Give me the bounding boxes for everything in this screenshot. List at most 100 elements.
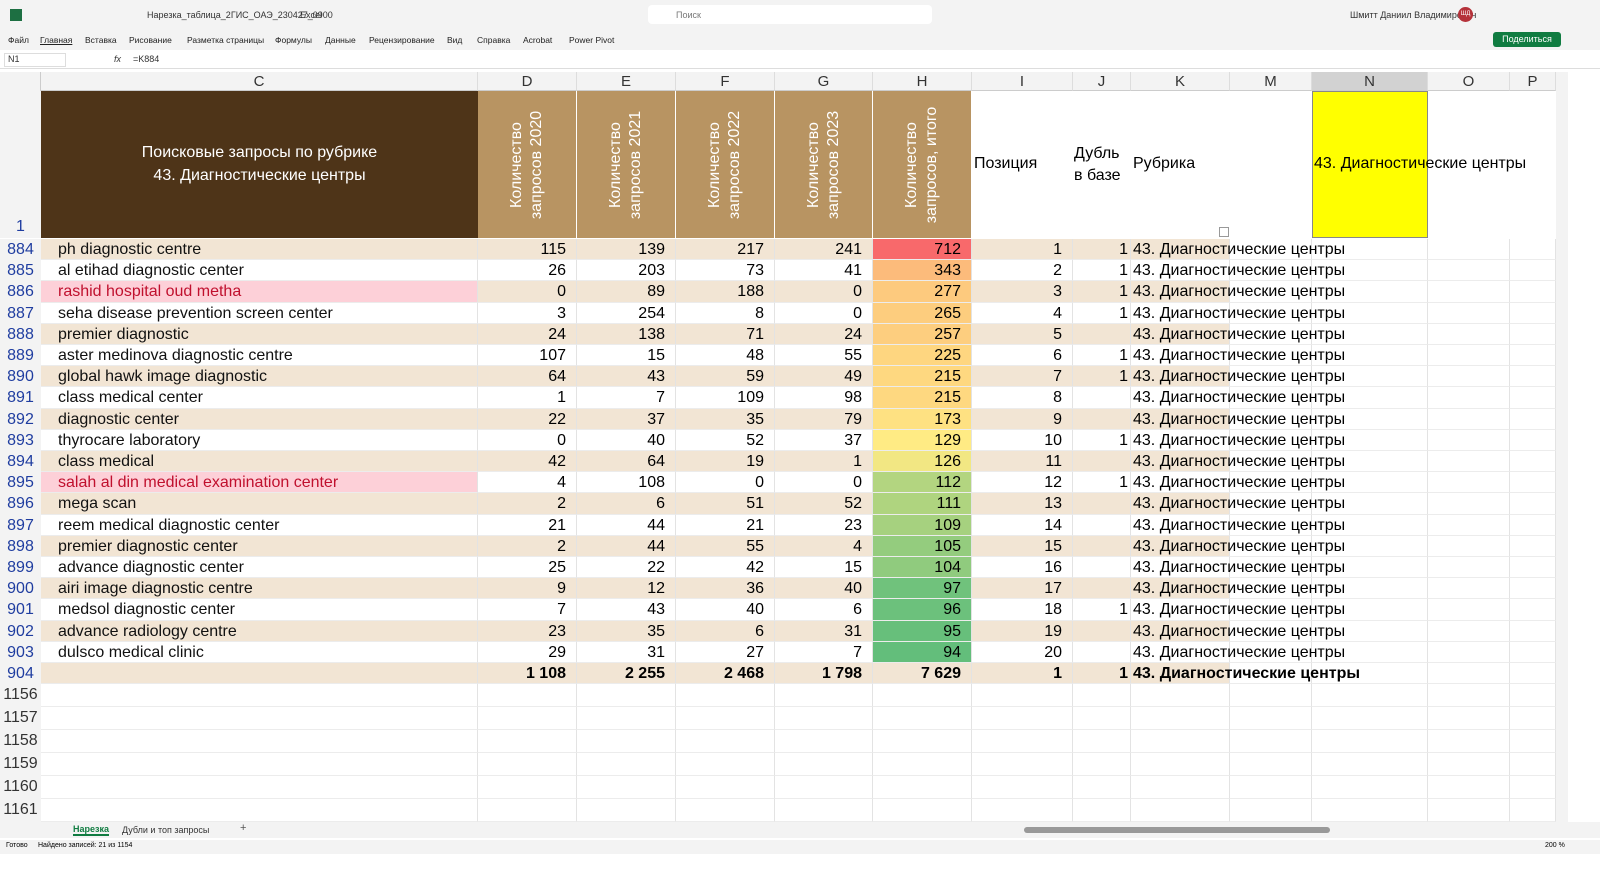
filter-button[interactable] xyxy=(1219,227,1229,237)
empty-cell xyxy=(1428,641,1510,663)
number-cell: 8 xyxy=(972,387,1073,409)
ribbon-tab[interactable]: Разметка страницы xyxy=(187,35,265,45)
ribbon-tab[interactable]: Рецензирование xyxy=(369,35,435,45)
empty-cell xyxy=(478,776,577,800)
search-placeholder: Поиск xyxy=(676,10,701,20)
empty-cell xyxy=(478,707,577,731)
total-cell: 712 xyxy=(873,239,972,261)
name-cell: airi image diagnostic centre xyxy=(41,578,478,600)
number-cell: 1 xyxy=(972,239,1073,261)
user-avatar[interactable]: ШД xyxy=(1458,7,1473,22)
column-header: F xyxy=(676,72,775,91)
empty-cell xyxy=(1312,578,1428,600)
name-cell: dulsco medical clinic xyxy=(41,641,478,663)
number-cell: 19 xyxy=(972,620,1073,642)
total-cell: 277 xyxy=(873,281,972,303)
column-header: M xyxy=(1230,72,1312,91)
empty-cell xyxy=(1510,557,1556,579)
empty-cell xyxy=(1230,663,1312,685)
ribbon-tab[interactable]: Вид xyxy=(447,35,463,45)
empty-cell xyxy=(41,776,478,800)
empty-cell xyxy=(1131,799,1230,822)
empty-cell xyxy=(41,684,478,708)
fx-icon[interactable]: fx xyxy=(114,54,122,64)
number-cell xyxy=(1073,578,1131,600)
ribbon-tab[interactable]: Данные xyxy=(325,35,356,45)
empty-cell xyxy=(1230,730,1312,754)
number-cell: 1 xyxy=(478,387,577,409)
empty-cell xyxy=(1510,408,1556,430)
vertical-scrollbar[interactable] xyxy=(1556,72,1568,822)
share-button[interactable]: Поделиться xyxy=(1493,32,1561,47)
empty-cell xyxy=(1230,620,1312,642)
number-cell: 36 xyxy=(676,578,775,600)
header-text: Количество запросов, итого xyxy=(903,106,940,223)
empty-cell xyxy=(1510,366,1556,388)
empty-cell xyxy=(676,799,775,822)
ribbon-tab[interactable]: Формулы xyxy=(275,35,312,45)
number-cell: 1 xyxy=(1073,260,1131,282)
number-cell: 6 xyxy=(676,620,775,642)
number-cell: 31 xyxy=(775,620,873,642)
total-cell: 97 xyxy=(873,578,972,600)
number-cell: 43 xyxy=(577,366,676,388)
empty-cell xyxy=(1230,641,1312,663)
number-cell: 55 xyxy=(676,535,775,557)
column-header: C xyxy=(41,72,478,91)
ribbon-tab[interactable]: Вставка xyxy=(85,35,117,45)
ribbon-tab[interactable]: Рисование xyxy=(129,35,172,45)
empty-cell xyxy=(1230,776,1312,800)
number-cell: 2 xyxy=(972,260,1073,282)
ribbon-tab[interactable]: Файл xyxy=(8,35,29,45)
header-text: Рубрика xyxy=(1133,155,1196,172)
sheet-tab[interactable]: Нарезка xyxy=(73,824,109,836)
name-cell: ph diagnostic centre xyxy=(41,239,478,261)
total-cell: 215 xyxy=(873,366,972,388)
empty-cell xyxy=(1312,776,1428,800)
number-cell: 1 xyxy=(1073,429,1131,451)
ribbon-tab[interactable]: Power Pivot xyxy=(569,35,615,45)
empty-cell xyxy=(1510,684,1556,708)
formula[interactable]: =K884 xyxy=(133,54,160,64)
number-cell: 71 xyxy=(676,323,775,345)
category-cell: 43. Диагностические центры xyxy=(1131,514,1345,536)
empty-cell xyxy=(873,730,972,754)
empty-cell xyxy=(1510,514,1556,536)
row-number: 888 xyxy=(0,323,41,345)
empty-cell xyxy=(1510,799,1556,822)
empty-cell xyxy=(478,730,577,754)
number-cell: 10 xyxy=(972,429,1073,451)
number-cell: 98 xyxy=(775,387,873,409)
selected-cell xyxy=(1312,91,1428,238)
empty-cell xyxy=(577,684,676,708)
name-cell: advance diagnostic center xyxy=(41,557,478,579)
number-cell: 41 xyxy=(775,260,873,282)
search-box[interactable]: Поиск xyxy=(648,5,932,24)
empty-cell xyxy=(972,707,1073,731)
horizontal-scrollbar[interactable] xyxy=(1024,827,1330,833)
total-cell: 109 xyxy=(873,514,972,536)
ribbon-tab[interactable]: Acrobat xyxy=(523,35,553,45)
empty-cell xyxy=(1312,641,1428,663)
ribbon-tab[interactable]: Главная xyxy=(40,35,73,45)
name-box[interactable]: N1 xyxy=(4,53,66,67)
empty-cell xyxy=(1428,776,1510,800)
empty-cell xyxy=(1312,387,1428,409)
empty-cell xyxy=(1312,408,1428,430)
number-cell: 254 xyxy=(577,302,676,324)
empty-cell xyxy=(1230,493,1312,515)
number-cell: 35 xyxy=(676,408,775,430)
zoom-level[interactable]: 200 % xyxy=(1545,842,1565,849)
empty-cell xyxy=(1510,620,1556,642)
number-cell: 107 xyxy=(478,345,577,367)
ribbon-tab[interactable]: Справка xyxy=(477,35,511,45)
add-sheet[interactable]: + xyxy=(240,822,247,834)
category-cell: 43. Диагностические центры xyxy=(1131,493,1345,515)
sheet-tab[interactable]: Дубли и топ запросы xyxy=(122,825,210,835)
excel-icon xyxy=(10,9,22,21)
number-cell: 12 xyxy=(577,578,676,600)
number-cell: 25 xyxy=(478,557,577,579)
total-cell: 343 xyxy=(873,260,972,282)
number-cell: 0 xyxy=(478,429,577,451)
name-cell: class medical center xyxy=(41,387,478,409)
